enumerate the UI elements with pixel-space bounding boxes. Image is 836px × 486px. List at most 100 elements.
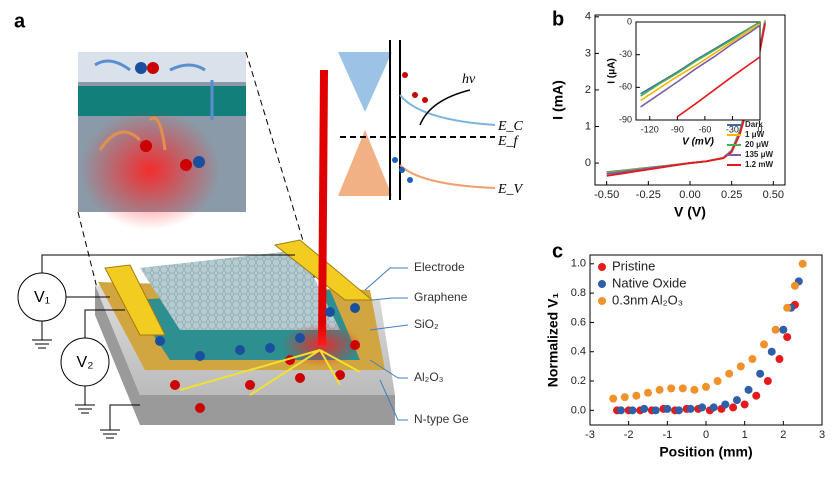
x-tick-label: -0.50 (594, 189, 619, 201)
y-tick-label: 0.4 (571, 346, 586, 358)
x-tick-label: 3 (819, 429, 825, 441)
y-tick-label: -90 (619, 114, 632, 124)
scatter-point (686, 404, 695, 413)
scatter-point (709, 403, 718, 412)
y-tick-label: 1.0 (571, 258, 586, 270)
scatter-point (760, 340, 768, 349)
voltmeter-label: V₁ (34, 289, 50, 306)
scatter-point (651, 406, 660, 415)
y-tick-label: 0.8 (571, 287, 586, 299)
panel-label: a (14, 10, 26, 32)
scatter-point (744, 385, 753, 394)
y-tick-label: 1 (585, 120, 591, 132)
x-tick-label: 0.00 (679, 189, 700, 201)
x-tick-label: -30 (726, 124, 739, 134)
y-tick-label: 0.0 (571, 404, 586, 416)
band-label: E_V (497, 182, 524, 197)
layer-label: N-type Ge (414, 412, 469, 426)
y-axis-label: Normalized V₁ (545, 293, 561, 388)
y-tick-label: -60 (619, 82, 632, 92)
x-tick-label: -90 (671, 124, 684, 134)
y-axis-label: I (mA) (550, 80, 566, 120)
scatter-point (721, 400, 730, 409)
panel-label: c (552, 240, 563, 262)
series-line (676, 56, 760, 118)
scatter-point (783, 303, 792, 312)
layer-label: Graphene (414, 290, 468, 304)
scatter-point (732, 396, 741, 405)
scatter-point (740, 400, 749, 409)
legend-label: 20 μW (745, 140, 769, 149)
x-tick-label: 1 (742, 429, 748, 441)
scatter-point (640, 404, 649, 413)
scatter-point (736, 362, 745, 371)
photon-label: hν (462, 72, 476, 87)
scatter-point (756, 369, 765, 378)
layer-label: SiO₂ (414, 317, 439, 331)
legend-marker (598, 263, 606, 271)
legend-marker (598, 297, 606, 305)
scatter-point (690, 385, 699, 394)
panel-label: b (552, 8, 564, 30)
y-tick-label: -30 (619, 49, 632, 59)
y-tick-label: 0.2 (571, 375, 586, 387)
scatter-point (609, 394, 618, 403)
scatter-point (678, 384, 687, 393)
scatter-point (775, 355, 784, 364)
band-label: E_f (497, 134, 520, 149)
layer-label: Electrode (414, 260, 465, 274)
band-label: E_C (497, 119, 524, 134)
legend-label: 1 μW (745, 130, 765, 139)
y-tick-label: 2 (585, 84, 591, 96)
scatter-point (729, 403, 738, 412)
zoom-inset (77, 51, 331, 331)
scatter-point (628, 406, 637, 415)
plot-area (609, 259, 807, 415)
scatter-point (655, 385, 664, 394)
y-tick-label: 4 (585, 11, 591, 23)
y-tick-label: 0 (627, 16, 632, 26)
scatter-point (798, 259, 807, 268)
scatter-point (674, 406, 683, 415)
scatter-point (779, 325, 788, 334)
legend-label: 0.3nm Al₂O₃ (612, 292, 683, 307)
y-tick-label: 3 (585, 47, 591, 59)
scatter-point (702, 382, 710, 391)
scatter-point (771, 325, 780, 334)
band-diagram: hν E_C E_f E_V (338, 40, 524, 200)
voltmeter-label: V₂ (77, 354, 94, 371)
x-tick-label: 0.25 (721, 189, 742, 201)
x-tick-label: -0.25 (636, 189, 661, 201)
series-line (640, 22, 760, 97)
legend-label: Dark (745, 120, 763, 129)
plot-area (640, 22, 760, 118)
scatter-point (748, 355, 757, 364)
layer-label: Al₂O₃ (414, 370, 444, 384)
scatter-point (698, 403, 707, 412)
y-tick-label: 0.6 (571, 316, 586, 328)
x-tick-label: -60 (698, 124, 711, 134)
x-tick-label: 0 (703, 429, 709, 441)
scatter-point (790, 281, 799, 290)
y-tick-label: 0 (585, 157, 591, 169)
y-axis-label: I (μA) (607, 58, 618, 84)
scatter-point (752, 391, 761, 400)
scatter-point (667, 384, 676, 393)
scatter-point (763, 377, 772, 386)
x-tick-label: 0.50 (763, 189, 784, 201)
device: V₁ V₂ Electrode Graphene SiO₂ Al₂O₃ N-ty… (17, 70, 469, 439)
x-tick-label: -3 (585, 429, 595, 441)
legend-label: 1.2 mW (745, 160, 773, 169)
scatter-point (725, 369, 734, 378)
legend-marker (598, 280, 606, 288)
x-tick-label: 2 (780, 429, 786, 441)
scatter-point (632, 391, 641, 400)
x-tick-label: -2 (624, 429, 634, 441)
x-tick-label: 0 (757, 124, 762, 134)
scatter-point (620, 393, 629, 402)
scatter-point (663, 404, 672, 413)
scatter-point (644, 388, 652, 397)
legend-label: Native Oxide (612, 275, 686, 290)
series-line (640, 23, 760, 102)
